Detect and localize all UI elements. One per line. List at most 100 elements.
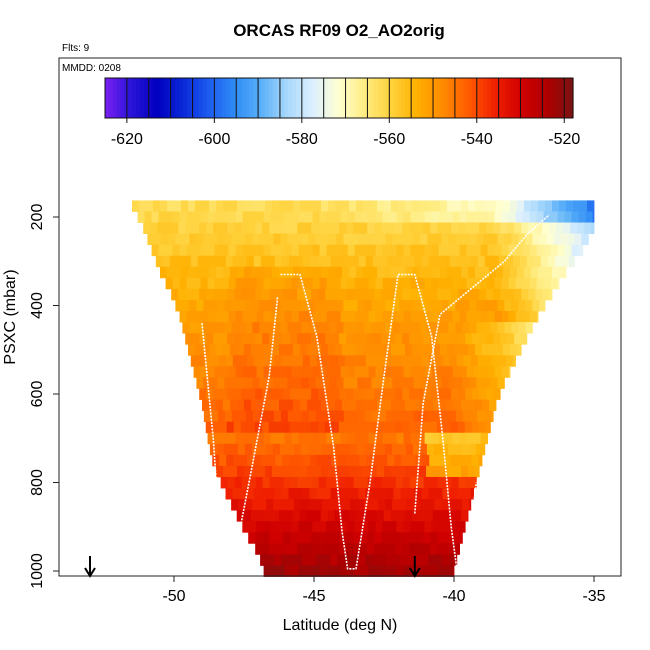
flight-profile-line — [201, 296, 279, 568]
heatmap-cell — [262, 476, 271, 489]
heatmap-cell — [310, 421, 319, 434]
heatmap-cell — [213, 388, 221, 400]
heatmap-cell — [279, 465, 287, 478]
heatmap-cell — [431, 432, 439, 445]
heatmap-cell — [403, 366, 411, 378]
colorbar-step — [420, 78, 426, 118]
heatmap-cell — [559, 200, 567, 212]
heatmap-cell — [379, 488, 387, 500]
heatmap-cell — [396, 521, 404, 533]
heatmap-cell — [487, 244, 495, 257]
heatmap-cell — [420, 233, 428, 246]
colorbar-step — [288, 78, 293, 118]
heatmap-cell — [238, 377, 246, 389]
heatmap-cell — [280, 410, 289, 423]
heatmap-cell — [361, 565, 369, 577]
heatmap-cell — [265, 399, 273, 411]
heatmap-cell — [282, 421, 291, 434]
heatmap-cell — [427, 233, 435, 246]
heatmap-cell — [386, 488, 394, 500]
heatmap-cell — [276, 543, 284, 555]
heatmap-cell — [301, 377, 309, 389]
heatmap-cell — [435, 255, 444, 268]
heatmap-cell — [475, 344, 483, 356]
heatmap-cell — [568, 255, 575, 268]
heatmap-cell — [325, 532, 333, 544]
heatmap-cell — [333, 244, 341, 257]
heatmap-cell — [479, 288, 487, 301]
heatmap-cell — [269, 476, 278, 489]
heatmap-cell — [263, 521, 271, 533]
heatmap-cell — [489, 200, 497, 212]
heatmap-cell — [494, 211, 502, 223]
heatmap-cell — [347, 366, 355, 378]
heatmap-cell — [424, 277, 432, 290]
heatmap-cell — [316, 255, 325, 268]
heatmap-cell — [556, 222, 564, 234]
heatmap-cell — [326, 432, 334, 445]
heatmap-cell — [367, 532, 375, 544]
heatmap-cell — [330, 554, 338, 566]
heatmap-cell — [251, 266, 259, 279]
heatmap-cell — [165, 211, 173, 223]
heatmap-cell — [427, 299, 435, 312]
heatmap-cell — [501, 277, 509, 290]
heatmap-cell — [195, 344, 203, 356]
heatmap-cell — [209, 399, 217, 411]
heatmap-cell — [307, 465, 315, 478]
heatmap-cell — [308, 499, 316, 511]
heatmap-cell — [309, 554, 317, 566]
heatmap-cell — [221, 432, 229, 445]
heatmap-cell — [388, 543, 396, 555]
heatmap-cell — [434, 410, 443, 423]
heatmap-cell — [380, 421, 389, 434]
heatmap-cell — [388, 288, 396, 301]
heatmap-cell — [364, 410, 373, 423]
heatmap-cell — [443, 454, 451, 467]
colorbar-step — [132, 78, 137, 118]
heatmap-cell — [503, 200, 511, 212]
heatmap-cell — [280, 233, 288, 246]
heatmap-cell — [203, 233, 211, 246]
heatmap-cell — [196, 299, 204, 312]
heatmap-cell — [342, 465, 350, 478]
heatmap-cell — [487, 211, 495, 223]
heatmap-cell — [299, 510, 308, 522]
heatmap-cell — [433, 200, 441, 212]
heatmap-cell — [202, 266, 210, 279]
heatmap-cell — [333, 565, 341, 577]
heatmap-cell — [451, 222, 459, 234]
heatmap-cell — [304, 333, 312, 345]
heatmap-cell — [245, 377, 253, 389]
heatmap-cell — [209, 443, 218, 456]
heatmap-cell — [319, 432, 327, 445]
heatmap-cell — [410, 521, 418, 533]
heatmap-cell — [417, 366, 425, 378]
heatmap-cell — [496, 200, 504, 212]
heatmap-cell — [346, 333, 354, 345]
chart-title: ORCAS RF09 O2_AO2orig — [233, 21, 445, 40]
heatmap-cell — [396, 311, 404, 323]
heatmap-cell — [419, 465, 427, 478]
heatmap-cell — [217, 233, 225, 246]
colorbar-step — [530, 78, 535, 118]
heatmap-cell — [426, 200, 434, 212]
heatmap-cell — [522, 244, 530, 257]
heatmap-cell — [255, 333, 263, 345]
heatmap-cell — [253, 255, 262, 268]
heatmap-cell — [373, 421, 382, 434]
heatmap-cell — [401, 421, 410, 434]
x-axis: -50 -45 -40 -35 — [162, 575, 606, 605]
heatmap-cell — [438, 521, 446, 533]
heatmap-cell — [364, 322, 372, 334]
heatmap-cell — [458, 333, 466, 345]
heatmap-cell — [317, 421, 326, 434]
heatmap-cell — [291, 521, 299, 533]
heatmap-cell — [207, 244, 215, 257]
heatmap-cell — [249, 211, 257, 223]
heatmap-cell — [475, 443, 484, 456]
colorbar-step — [136, 78, 141, 118]
heatmap-cell — [394, 421, 403, 434]
colorbar-step — [362, 78, 367, 118]
y-tick-label: 200 — [29, 204, 46, 231]
